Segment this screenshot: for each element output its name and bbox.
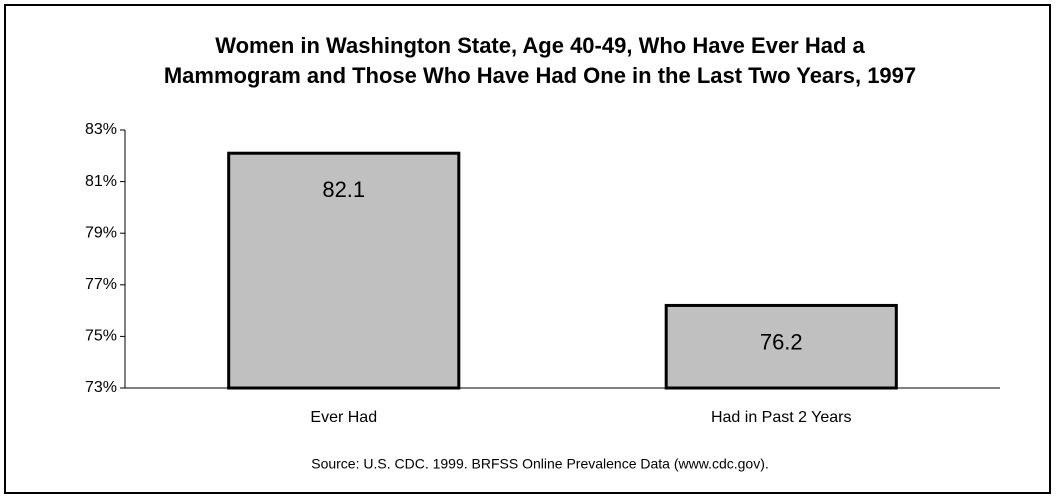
chart-frame [4,4,1051,494]
bar [664,303,898,390]
bar [227,151,461,390]
y-tick-label: 79% [85,224,117,241]
y-tick-label: 83% [85,121,117,138]
y-tick-label: 81% [85,173,117,190]
chart-title: Mammogram and Those Who Have Had One in … [164,63,916,88]
data-label: 76.2 [760,329,803,354]
y-tick-label: 77% [85,276,117,293]
y-tick-label: 73% [85,379,117,396]
x-tick-label: Had in Past 2 Years [711,409,852,426]
x-tick-label: Ever Had [310,409,377,426]
y-tick-label: 75% [85,328,117,345]
data-label: 82.1 [322,177,365,202]
source-note: Source: U.S. CDC. 1999. BRFSS Online Pre… [311,456,769,472]
chart-title: Women in Washington State, Age 40-49, Wh… [215,33,865,58]
